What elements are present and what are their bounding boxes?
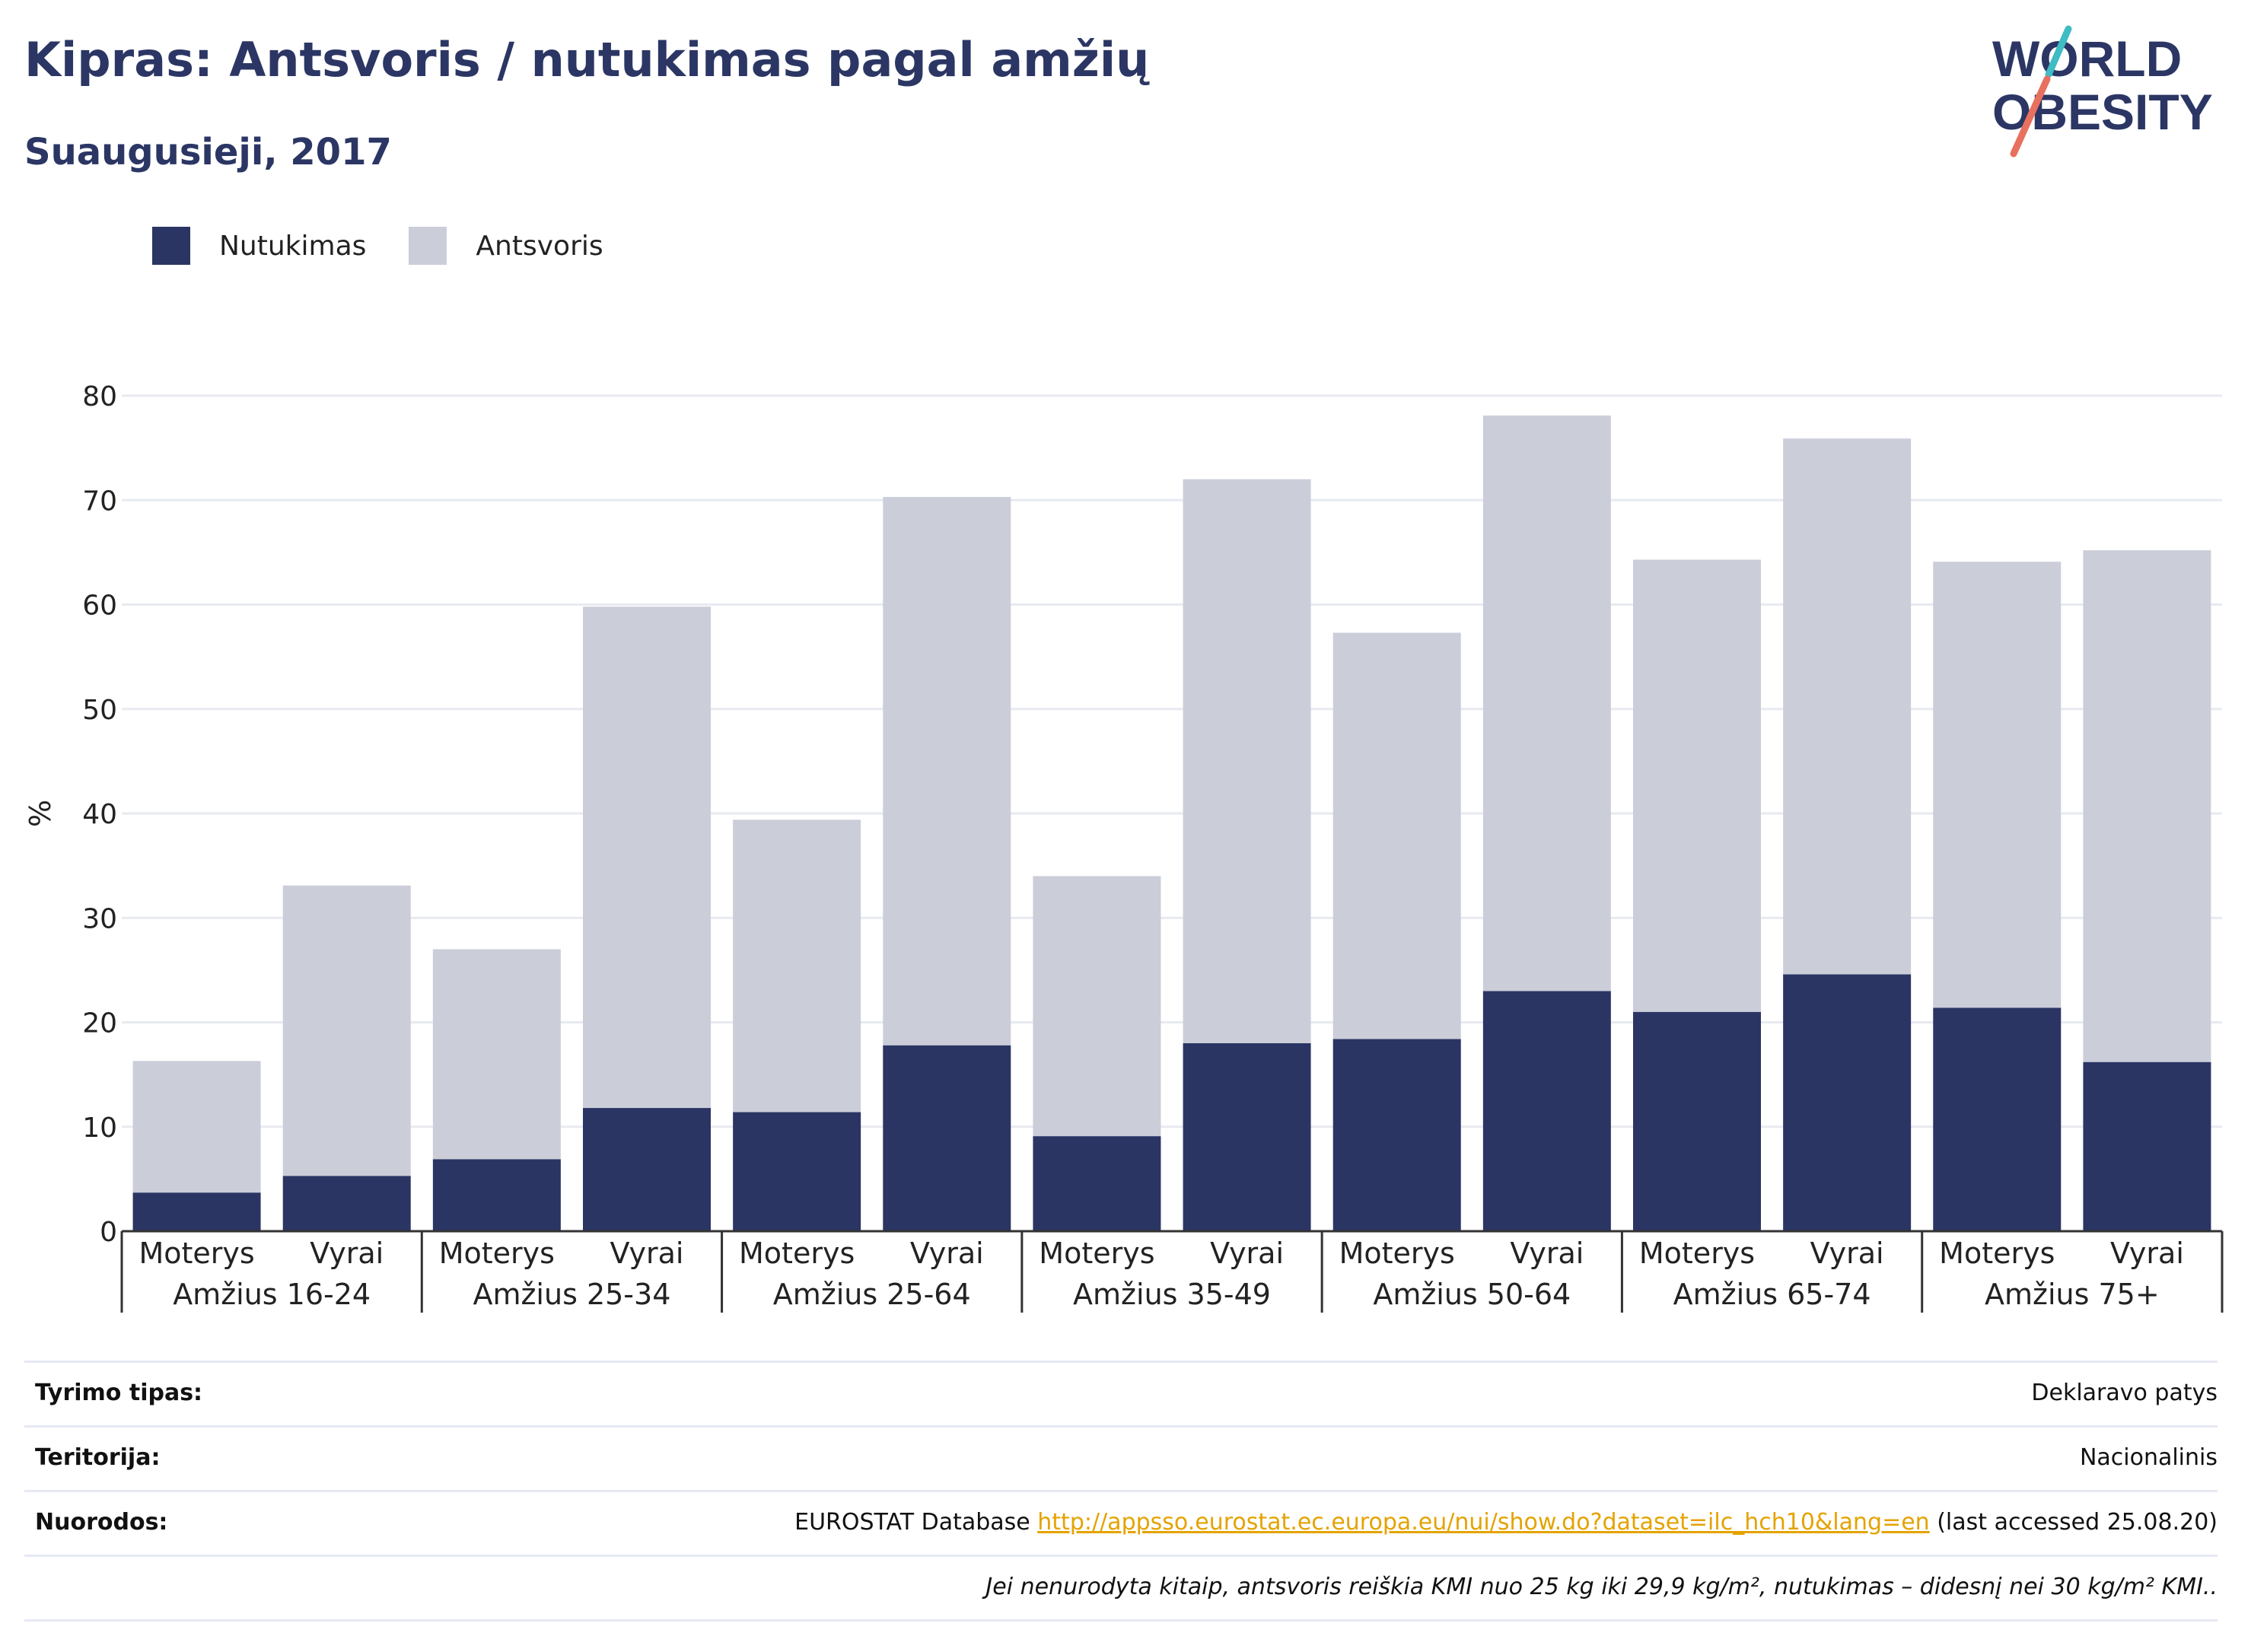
group-label: Amžius 75+ [1985,1278,2160,1311]
info-value: EUROSTAT Database http://appsso.eurostat… [794,1509,2218,1536]
x-tick-label: Vyrai [910,1237,984,1270]
legend-label-overweight: Antsvoris [476,230,603,262]
y-tick-label: 80 [82,381,117,412]
bar-obesity [883,1045,1011,1231]
bar-obesity [1482,991,1611,1231]
info-value: Deklaravo patys [2031,1380,2218,1406]
bar-obesity [1933,1007,2062,1231]
bar-obesity [132,1192,261,1231]
y-tick-label: 10 [82,1112,117,1144]
bar-overweight [1633,559,1761,1012]
y-tick-label: 20 [82,1008,117,1039]
group-label: Amžius 50-64 [1373,1278,1571,1311]
x-tick-label: Vyrai [1210,1237,1284,1270]
info-row-references: Nuorodos: EUROSTAT Database http://appss… [24,1490,2218,1555]
y-tick-label: 70 [82,485,117,517]
definition-note: Jei nenurodyta kitaip, antsvoris reiškia… [985,1574,2218,1600]
x-tick-label: Vyrai [1510,1237,1584,1270]
eurostat-link[interactable]: http://appsso.eurostat.ec.europa.eu/nui/… [1037,1509,1930,1536]
bar-overweight [432,949,561,1160]
y-tick-label: 40 [82,799,117,830]
world-obesity-logo: WORLD OBESITY [1992,25,2213,158]
x-tick-label: Moterys [1939,1237,2055,1270]
bar-obesity [1183,1042,1311,1231]
x-tick-label: Vyrai [310,1237,384,1270]
chart-legend: Nutukimas Antsvoris [152,227,646,265]
legend-label-obesity: Nutukimas [219,230,367,262]
x-tick-label: Vyrai [610,1237,684,1270]
chart-title: Kipras: Antsvoris / nutukimas pagal amži… [24,32,1150,88]
info-row-note: Jei nenurodyta kitaip, antsvoris reiškia… [24,1555,2218,1622]
y-axis-label: % [24,800,57,827]
info-label: Teritorija: [35,1444,161,1471]
bar-obesity [583,1108,711,1231]
bar-obesity [1633,1011,1761,1231]
bar-obesity [733,1112,861,1231]
bar-overweight [733,820,861,1112]
y-tick-label: 0 [100,1217,117,1248]
x-tick-label: Vyrai [1810,1237,1884,1270]
bar-overweight [132,1061,261,1193]
bar-overweight [1783,438,1912,975]
group-label: Amžius 25-34 [473,1278,670,1311]
bar-overweight [1033,876,1161,1137]
bar-obesity [432,1159,561,1231]
group-label: Amžius 65-74 [1673,1278,1871,1311]
x-tick-label: Moterys [1339,1237,1455,1270]
reference-prefix: EUROSTAT Database [794,1509,1038,1536]
bar-obesity [1332,1039,1461,1231]
logo-world-text: WORLD [1992,30,2182,87]
bar-overweight [1332,632,1461,1039]
bar-overweight [883,497,1011,1046]
info-label: Tyrimo tipas: [35,1380,203,1406]
x-tick-label: Moterys [1639,1237,1755,1270]
y-tick-label: 60 [82,590,117,622]
info-row-survey-type: Tyrimo tipas: Deklaravo patys [24,1361,2218,1425]
x-tick-label: Moterys [1039,1237,1154,1270]
x-tick-label: Vyrai [2110,1237,2184,1270]
x-tick-label: Moterys [138,1237,254,1270]
bar-obesity [1033,1136,1161,1231]
reference-suffix: (last accessed 25.08.20) [1929,1509,2218,1536]
bar-obesity [282,1176,411,1231]
info-row-territory: Teritorija: Nacionalinis [24,1425,2218,1490]
group-label: Amžius 16-24 [173,1278,371,1311]
bar-obesity [2083,1062,2211,1231]
legend-item-overweight: Antsvoris [409,227,603,265]
bar-obesity [1783,974,1912,1231]
x-tick-label: Moterys [739,1237,855,1270]
y-tick-label: 50 [82,695,117,726]
bar-overweight [583,606,711,1109]
y-tick-label: 30 [82,903,117,934]
bar-overweight [282,885,411,1176]
bar-overweight [2083,550,2211,1062]
x-tick-label: Moterys [439,1237,555,1270]
info-value: Nacionalinis [2079,1444,2218,1471]
stacked-bar-chart: 0 10 20 30 40 50 60 70 80% Moterys Vyrai Moterys Vyr… [24,381,2224,1313]
info-label: Nuorodos: [35,1509,168,1536]
bar-overweight [1183,479,1311,1043]
group-label: Amžius 35-49 [1073,1278,1271,1311]
group-label: Amžius 25-64 [773,1278,971,1311]
legend-swatch-overweight [409,227,447,265]
bar-overweight [1482,415,1611,992]
chart-subtitle: Suaugusieji, 2017 [24,131,392,173]
legend-item-obesity: Nutukimas [152,227,366,265]
legend-swatch-obesity [152,227,190,265]
info-table: Tyrimo tipas: Deklaravo patys Teritorija… [24,1361,2218,1622]
bar-overweight [1933,562,2062,1008]
